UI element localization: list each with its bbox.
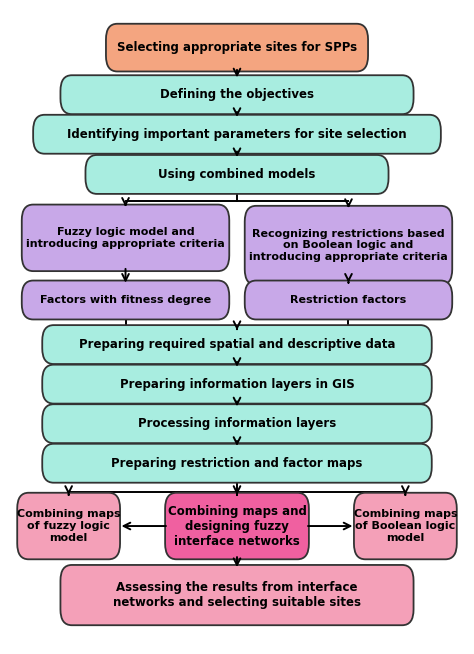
FancyBboxPatch shape: [33, 115, 441, 154]
FancyBboxPatch shape: [85, 155, 389, 194]
Text: Preparing restriction and factor maps: Preparing restriction and factor maps: [111, 456, 363, 470]
FancyBboxPatch shape: [245, 206, 452, 285]
FancyBboxPatch shape: [42, 365, 432, 404]
Text: Selecting appropriate sites for SPPs: Selecting appropriate sites for SPPs: [117, 41, 357, 54]
FancyBboxPatch shape: [165, 492, 309, 559]
FancyBboxPatch shape: [42, 325, 432, 364]
FancyBboxPatch shape: [354, 492, 457, 559]
Text: Preparing required spatial and descriptive data: Preparing required spatial and descripti…: [79, 338, 395, 351]
Text: Combining maps
of Boolean logic
model: Combining maps of Boolean logic model: [354, 509, 457, 543]
FancyBboxPatch shape: [42, 404, 432, 443]
FancyBboxPatch shape: [22, 281, 229, 319]
Text: Recognizing restrictions based
on Boolean logic and
introducing appropriate crit: Recognizing restrictions based on Boolea…: [249, 229, 448, 262]
Text: Fuzzy logic model and
introducing appropriate criteria: Fuzzy logic model and introducing approp…: [26, 227, 225, 249]
Text: Preparing information layers in GIS: Preparing information layers in GIS: [119, 377, 355, 390]
Text: Processing information layers: Processing information layers: [138, 417, 336, 430]
FancyBboxPatch shape: [42, 444, 432, 483]
FancyBboxPatch shape: [17, 492, 120, 559]
Text: Defining the objectives: Defining the objectives: [160, 88, 314, 101]
Text: Identifying important parameters for site selection: Identifying important parameters for sit…: [67, 128, 407, 141]
FancyBboxPatch shape: [245, 281, 452, 319]
FancyBboxPatch shape: [61, 75, 413, 114]
Text: Combining maps and
designing fuzzy
interface networks: Combining maps and designing fuzzy inter…: [168, 504, 306, 547]
FancyBboxPatch shape: [22, 205, 229, 271]
Text: Assessing the results from interface
networks and selecting suitable sites: Assessing the results from interface net…: [113, 581, 361, 609]
Text: Combining maps
of fuzzy logic
model: Combining maps of fuzzy logic model: [17, 509, 120, 543]
Text: Restriction factors: Restriction factors: [291, 295, 407, 305]
Text: Using combined models: Using combined models: [158, 168, 316, 181]
FancyBboxPatch shape: [61, 565, 413, 625]
Text: Factors with fitness degree: Factors with fitness degree: [40, 295, 211, 305]
FancyBboxPatch shape: [106, 24, 368, 71]
